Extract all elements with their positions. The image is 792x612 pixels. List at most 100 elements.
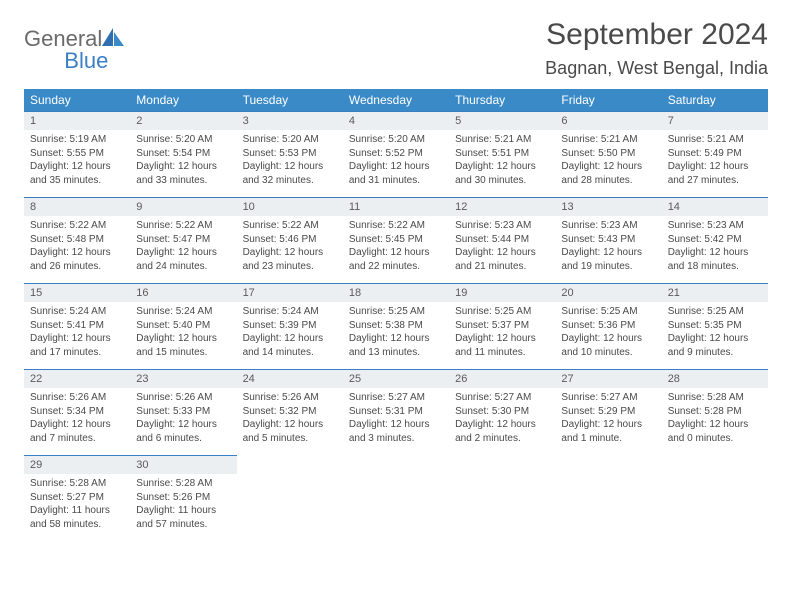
day-details: Sunrise: 5:24 AMSunset: 5:39 PMDaylight:… xyxy=(237,302,343,365)
day-details: Sunrise: 5:22 AMSunset: 5:45 PMDaylight:… xyxy=(343,216,449,279)
calendar-cell: 5Sunrise: 5:21 AMSunset: 5:51 PMDaylight… xyxy=(449,112,555,198)
day-details: Sunrise: 5:23 AMSunset: 5:43 PMDaylight:… xyxy=(555,216,661,279)
daylight-text: Daylight: 12 hours and 7 minutes. xyxy=(30,418,124,445)
calendar-cell xyxy=(449,456,555,542)
location: Bagnan, West Bengal, India xyxy=(545,58,768,79)
sunrise-text: Sunrise: 5:22 AM xyxy=(349,219,443,233)
day-number: 2 xyxy=(130,112,236,130)
calendar-cell: 26Sunrise: 5:27 AMSunset: 5:30 PMDayligh… xyxy=(449,370,555,456)
weekday-thursday: Thursday xyxy=(449,89,555,112)
day-number: 23 xyxy=(130,370,236,388)
daylight-text: Daylight: 12 hours and 30 minutes. xyxy=(455,160,549,187)
sunrise-text: Sunrise: 5:23 AM xyxy=(561,219,655,233)
daylight-text: Daylight: 12 hours and 3 minutes. xyxy=(349,418,443,445)
daylight-text: Daylight: 12 hours and 21 minutes. xyxy=(455,246,549,273)
daylight-text: Daylight: 11 hours and 57 minutes. xyxy=(136,504,230,531)
daylight-text: Daylight: 12 hours and 31 minutes. xyxy=(349,160,443,187)
sunrise-text: Sunrise: 5:26 AM xyxy=(136,391,230,405)
sunset-text: Sunset: 5:52 PM xyxy=(349,147,443,161)
calendar-cell: 9Sunrise: 5:22 AMSunset: 5:47 PMDaylight… xyxy=(130,198,236,284)
sunset-text: Sunset: 5:47 PM xyxy=(136,233,230,247)
sunrise-text: Sunrise: 5:27 AM xyxy=(455,391,549,405)
sunrise-text: Sunrise: 5:27 AM xyxy=(349,391,443,405)
day-details: Sunrise: 5:28 AMSunset: 5:28 PMDaylight:… xyxy=(662,388,768,451)
weekday-saturday: Saturday xyxy=(662,89,768,112)
daylight-text: Daylight: 12 hours and 2 minutes. xyxy=(455,418,549,445)
day-details: Sunrise: 5:21 AMSunset: 5:51 PMDaylight:… xyxy=(449,130,555,193)
calendar-cell: 29Sunrise: 5:28 AMSunset: 5:27 PMDayligh… xyxy=(24,456,130,542)
sunrise-text: Sunrise: 5:27 AM xyxy=(561,391,655,405)
sunset-text: Sunset: 5:36 PM xyxy=(561,319,655,333)
day-number: 25 xyxy=(343,370,449,388)
sunset-text: Sunset: 5:28 PM xyxy=(668,405,762,419)
calendar-cell: 24Sunrise: 5:26 AMSunset: 5:32 PMDayligh… xyxy=(237,370,343,456)
calendar-cell: 16Sunrise: 5:24 AMSunset: 5:40 PMDayligh… xyxy=(130,284,236,370)
daylight-text: Daylight: 12 hours and 18 minutes. xyxy=(668,246,762,273)
day-details: Sunrise: 5:27 AMSunset: 5:29 PMDaylight:… xyxy=(555,388,661,451)
calendar-cell xyxy=(555,456,661,542)
calendar-cell: 12Sunrise: 5:23 AMSunset: 5:44 PMDayligh… xyxy=(449,198,555,284)
day-details: Sunrise: 5:26 AMSunset: 5:33 PMDaylight:… xyxy=(130,388,236,451)
calendar-week-row: 29Sunrise: 5:28 AMSunset: 5:27 PMDayligh… xyxy=(24,456,768,542)
sunset-text: Sunset: 5:33 PM xyxy=(136,405,230,419)
weekday-sunday: Sunday xyxy=(24,89,130,112)
day-details: Sunrise: 5:20 AMSunset: 5:52 PMDaylight:… xyxy=(343,130,449,193)
sunrise-text: Sunrise: 5:28 AM xyxy=(30,477,124,491)
day-number: 7 xyxy=(662,112,768,130)
sunrise-text: Sunrise: 5:26 AM xyxy=(243,391,337,405)
daylight-text: Daylight: 12 hours and 22 minutes. xyxy=(349,246,443,273)
daylight-text: Daylight: 12 hours and 33 minutes. xyxy=(136,160,230,187)
day-details: Sunrise: 5:24 AMSunset: 5:40 PMDaylight:… xyxy=(130,302,236,365)
day-details: Sunrise: 5:28 AMSunset: 5:26 PMDaylight:… xyxy=(130,474,236,537)
calendar-cell: 10Sunrise: 5:22 AMSunset: 5:46 PMDayligh… xyxy=(237,198,343,284)
calendar-cell: 15Sunrise: 5:24 AMSunset: 5:41 PMDayligh… xyxy=(24,284,130,370)
sunset-text: Sunset: 5:54 PM xyxy=(136,147,230,161)
calendar-cell xyxy=(662,456,768,542)
day-details: Sunrise: 5:27 AMSunset: 5:31 PMDaylight:… xyxy=(343,388,449,451)
calendar-cell: 2Sunrise: 5:20 AMSunset: 5:54 PMDaylight… xyxy=(130,112,236,198)
day-number: 29 xyxy=(24,456,130,474)
day-number: 24 xyxy=(237,370,343,388)
sunset-text: Sunset: 5:55 PM xyxy=(30,147,124,161)
calendar-cell: 27Sunrise: 5:27 AMSunset: 5:29 PMDayligh… xyxy=(555,370,661,456)
weekday-header-row: Sunday Monday Tuesday Wednesday Thursday… xyxy=(24,89,768,112)
day-number: 1 xyxy=(24,112,130,130)
sunset-text: Sunset: 5:39 PM xyxy=(243,319,337,333)
day-number: 27 xyxy=(555,370,661,388)
sunrise-text: Sunrise: 5:21 AM xyxy=(455,133,549,147)
daylight-text: Daylight: 12 hours and 27 minutes. xyxy=(668,160,762,187)
day-number: 11 xyxy=(343,198,449,216)
header: General Blue September 2024 Bagnan, West… xyxy=(24,18,768,79)
title-block: September 2024 Bagnan, West Bengal, Indi… xyxy=(545,18,768,79)
sunset-text: Sunset: 5:40 PM xyxy=(136,319,230,333)
sunset-text: Sunset: 5:51 PM xyxy=(455,147,549,161)
day-details: Sunrise: 5:24 AMSunset: 5:41 PMDaylight:… xyxy=(24,302,130,365)
sunrise-text: Sunrise: 5:28 AM xyxy=(668,391,762,405)
sunset-text: Sunset: 5:26 PM xyxy=(136,491,230,505)
day-details: Sunrise: 5:25 AMSunset: 5:38 PMDaylight:… xyxy=(343,302,449,365)
weekday-tuesday: Tuesday xyxy=(237,89,343,112)
sunrise-text: Sunrise: 5:25 AM xyxy=(455,305,549,319)
sunset-text: Sunset: 5:32 PM xyxy=(243,405,337,419)
sunrise-text: Sunrise: 5:19 AM xyxy=(30,133,124,147)
calendar-cell: 28Sunrise: 5:28 AMSunset: 5:28 PMDayligh… xyxy=(662,370,768,456)
daylight-text: Daylight: 12 hours and 10 minutes. xyxy=(561,332,655,359)
logo-text-blue: Blue xyxy=(64,48,108,74)
sunrise-text: Sunrise: 5:24 AM xyxy=(243,305,337,319)
day-number: 21 xyxy=(662,284,768,302)
daylight-text: Daylight: 12 hours and 9 minutes. xyxy=(668,332,762,359)
daylight-text: Daylight: 12 hours and 11 minutes. xyxy=(455,332,549,359)
daylight-text: Daylight: 12 hours and 24 minutes. xyxy=(136,246,230,273)
day-number: 10 xyxy=(237,198,343,216)
calendar-cell: 17Sunrise: 5:24 AMSunset: 5:39 PMDayligh… xyxy=(237,284,343,370)
sunset-text: Sunset: 5:50 PM xyxy=(561,147,655,161)
sunrise-text: Sunrise: 5:23 AM xyxy=(455,219,549,233)
sunset-text: Sunset: 5:53 PM xyxy=(243,147,337,161)
sunset-text: Sunset: 5:48 PM xyxy=(30,233,124,247)
calendar-cell xyxy=(343,456,449,542)
day-number: 15 xyxy=(24,284,130,302)
calendar-cell: 21Sunrise: 5:25 AMSunset: 5:35 PMDayligh… xyxy=(662,284,768,370)
sunset-text: Sunset: 5:34 PM xyxy=(30,405,124,419)
day-number: 18 xyxy=(343,284,449,302)
daylight-text: Daylight: 12 hours and 32 minutes. xyxy=(243,160,337,187)
